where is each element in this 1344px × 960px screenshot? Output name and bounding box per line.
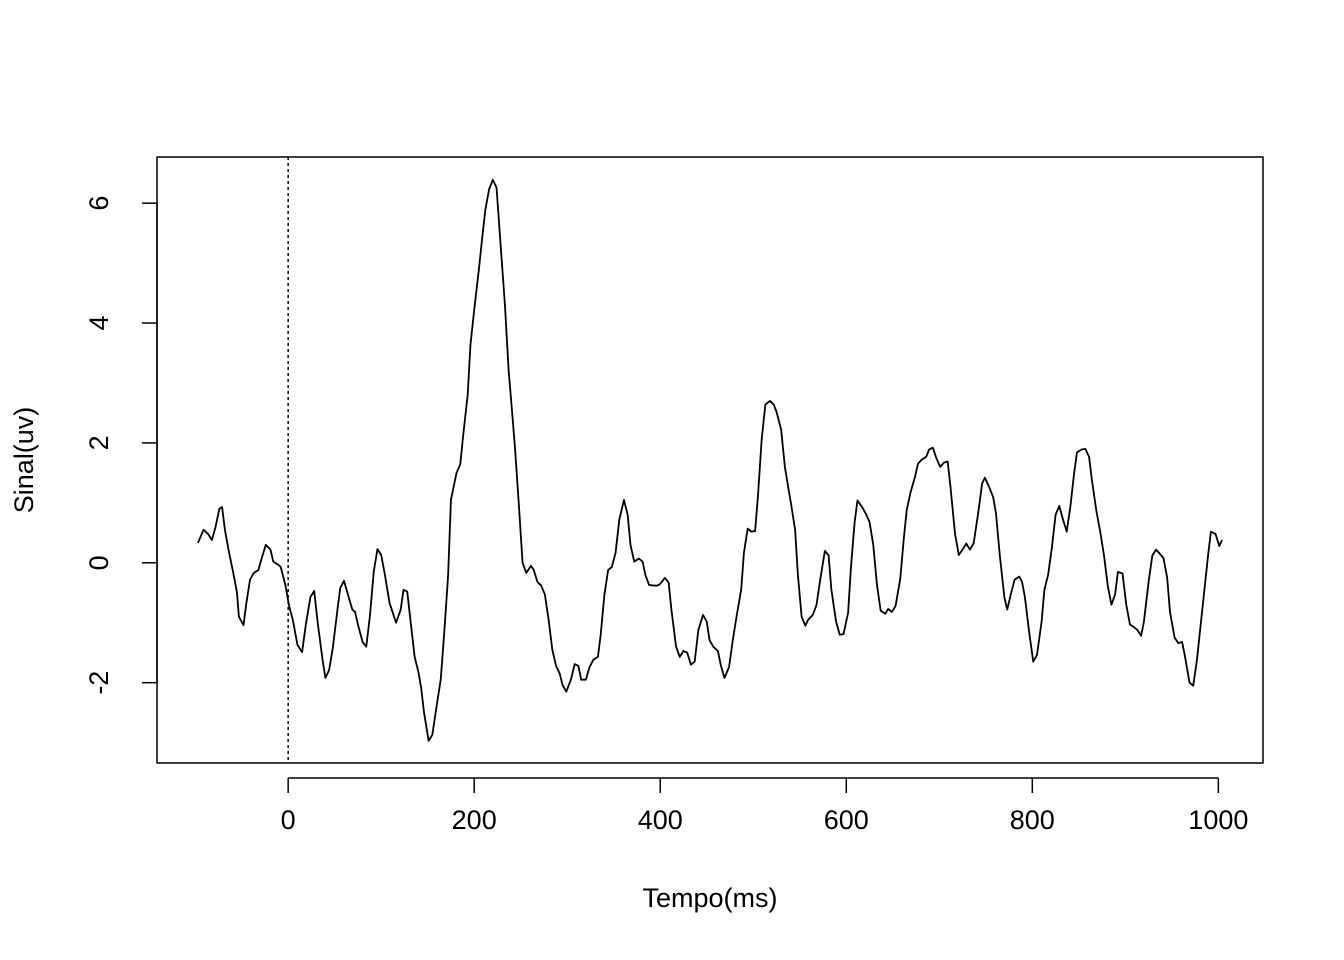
x-axis-label: Tempo(ms) [642, 883, 777, 913]
x-tick-label: 400 [638, 805, 683, 835]
y-tick-label: 2 [84, 435, 114, 450]
y-tick-label: 0 [84, 555, 114, 570]
x-tick-label: 0 [281, 805, 296, 835]
y-axis-label: Sinal(uv) [9, 407, 39, 514]
x-tick-label: 1000 [1188, 805, 1248, 835]
plot-box [156, 156, 1264, 764]
y-tick-label: 6 [84, 196, 114, 211]
y-tick-label: 4 [84, 316, 114, 331]
x-tick-label: 600 [824, 805, 869, 835]
x-tick-label: 200 [452, 805, 497, 835]
y-tick-label: -2 [84, 671, 114, 695]
signal-line [197, 178, 1223, 742]
x-tick-label: 800 [1010, 805, 1055, 835]
